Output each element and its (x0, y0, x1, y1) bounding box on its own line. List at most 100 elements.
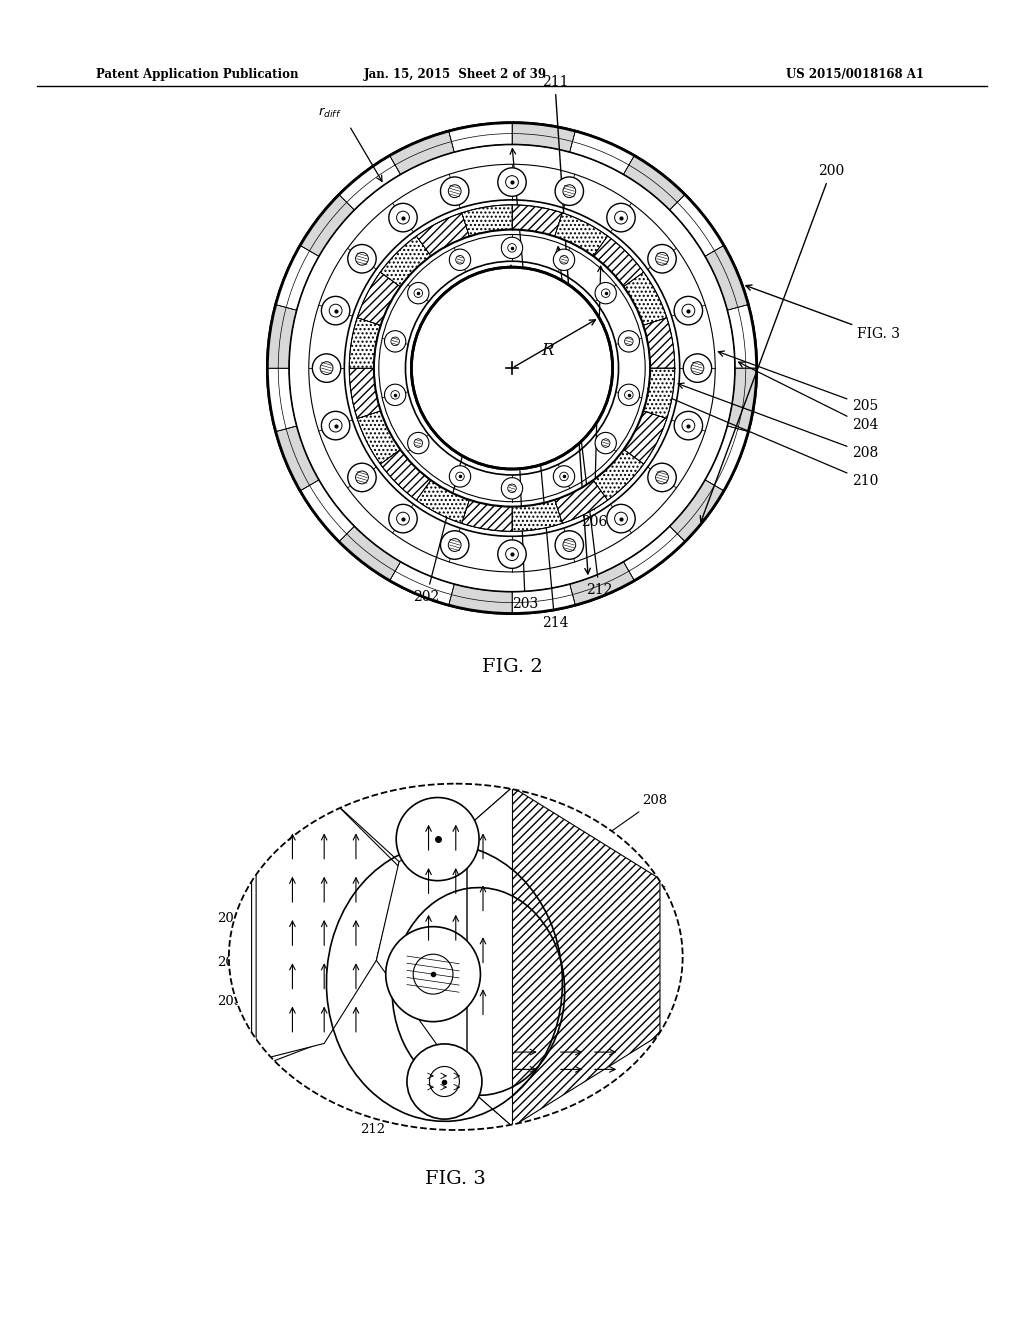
Polygon shape (275, 426, 318, 491)
Polygon shape (727, 305, 757, 368)
Polygon shape (339, 156, 400, 210)
Polygon shape (417, 213, 469, 256)
Text: 208: 208 (584, 795, 667, 850)
Circle shape (312, 354, 341, 383)
Circle shape (386, 927, 480, 1022)
Text: FIG. 3: FIG. 3 (745, 285, 900, 342)
Polygon shape (349, 318, 381, 368)
Polygon shape (593, 450, 644, 500)
Circle shape (555, 177, 584, 206)
Circle shape (450, 249, 471, 271)
Polygon shape (300, 480, 354, 541)
Circle shape (607, 203, 635, 232)
Polygon shape (569, 562, 634, 605)
Text: FIG. 2: FIG. 2 (481, 659, 543, 676)
Circle shape (595, 433, 616, 454)
Polygon shape (267, 305, 297, 368)
Text: 202: 202 (414, 265, 512, 603)
Polygon shape (643, 318, 675, 368)
Polygon shape (377, 826, 467, 1086)
Circle shape (322, 412, 350, 440)
Circle shape (498, 540, 526, 569)
Polygon shape (357, 272, 400, 325)
Circle shape (348, 463, 376, 491)
Circle shape (408, 433, 429, 454)
Text: 200: 200 (700, 164, 844, 521)
Circle shape (595, 282, 616, 304)
Polygon shape (512, 585, 575, 614)
Circle shape (674, 297, 702, 325)
Polygon shape (339, 527, 400, 581)
Text: 206: 206 (217, 912, 366, 949)
Text: 205: 205 (719, 351, 879, 413)
Circle shape (555, 531, 584, 560)
Text: 214: 214 (510, 149, 568, 631)
Circle shape (412, 267, 612, 469)
Polygon shape (512, 123, 575, 152)
Polygon shape (512, 500, 562, 532)
Circle shape (450, 466, 471, 487)
Text: US 2015/0018168 A1: US 2015/0018168 A1 (786, 67, 925, 81)
Circle shape (502, 238, 522, 259)
Polygon shape (670, 194, 724, 256)
Text: $r_{diff}$: $r_{diff}$ (317, 106, 341, 120)
Text: 210: 210 (476, 972, 605, 986)
Circle shape (618, 384, 640, 405)
Polygon shape (390, 131, 455, 174)
Text: 211: 211 (542, 75, 591, 574)
Circle shape (407, 1044, 482, 1119)
Polygon shape (357, 411, 400, 465)
Circle shape (440, 177, 469, 206)
Circle shape (322, 297, 350, 325)
Circle shape (440, 531, 469, 560)
Circle shape (502, 478, 522, 499)
Text: R: R (542, 342, 554, 359)
Circle shape (498, 168, 526, 197)
Ellipse shape (229, 784, 683, 1130)
Polygon shape (449, 123, 512, 152)
Circle shape (348, 244, 376, 273)
Polygon shape (555, 213, 607, 256)
Text: 203: 203 (510, 272, 539, 611)
Polygon shape (624, 527, 685, 581)
Circle shape (607, 504, 635, 533)
Circle shape (408, 282, 429, 304)
Polygon shape (467, 787, 512, 1126)
Polygon shape (417, 480, 469, 523)
Polygon shape (624, 156, 685, 210)
Polygon shape (462, 205, 512, 236)
Text: 212: 212 (360, 1110, 418, 1137)
Circle shape (648, 463, 676, 491)
Polygon shape (706, 426, 749, 491)
Circle shape (553, 466, 574, 487)
Text: Patent Application Publication: Patent Application Publication (95, 67, 298, 81)
Text: 204: 204 (738, 362, 879, 433)
Polygon shape (349, 368, 381, 418)
Circle shape (267, 123, 757, 614)
Polygon shape (462, 500, 512, 532)
Circle shape (674, 412, 702, 440)
Circle shape (683, 354, 712, 383)
Polygon shape (252, 789, 399, 1069)
Polygon shape (569, 131, 634, 174)
Polygon shape (267, 368, 297, 432)
Polygon shape (643, 368, 675, 418)
Polygon shape (300, 194, 354, 256)
Polygon shape (275, 246, 318, 310)
Text: FIG. 3: FIG. 3 (425, 1170, 486, 1188)
Circle shape (389, 504, 417, 533)
Circle shape (553, 249, 574, 271)
Text: 204: 204 (584, 929, 667, 1015)
Polygon shape (624, 411, 667, 465)
Polygon shape (727, 368, 757, 432)
Text: Jan. 15, 2015  Sheet 2 of 39: Jan. 15, 2015 Sheet 2 of 39 (365, 67, 547, 81)
Text: 210: 210 (648, 388, 879, 488)
Circle shape (384, 331, 406, 352)
Polygon shape (256, 792, 399, 1061)
Polygon shape (380, 236, 431, 286)
Polygon shape (467, 787, 659, 1126)
Polygon shape (380, 450, 431, 500)
Circle shape (396, 797, 479, 880)
Text: 206: 206 (581, 267, 607, 529)
Polygon shape (670, 480, 724, 541)
